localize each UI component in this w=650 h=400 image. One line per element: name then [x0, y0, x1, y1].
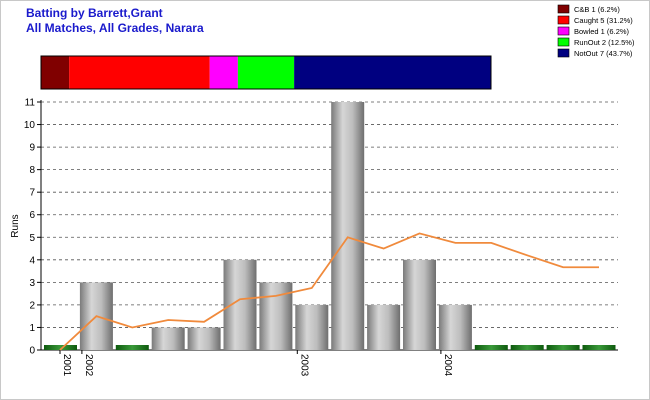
legend-swatch	[557, 4, 570, 14]
legend-swatch	[557, 37, 570, 47]
bar-zero	[510, 345, 544, 350]
bar	[403, 259, 436, 350]
dismissal-segment	[237, 56, 295, 89]
chart-subtitle: All Matches, All Grades, Narara	[26, 21, 204, 35]
bar	[331, 102, 365, 350]
y-tick-label: 11	[25, 98, 36, 109]
bar	[367, 304, 401, 350]
y-tick-label: 3	[29, 278, 35, 289]
bar-zero	[115, 345, 149, 350]
dismissal-segment	[69, 56, 210, 89]
legend-label: Caught 5 (31.2%)	[574, 16, 633, 25]
bar-zero	[546, 345, 580, 350]
y-tick-label: 9	[29, 143, 35, 154]
bar-zero	[474, 345, 508, 350]
bar	[187, 327, 221, 350]
dismissal-segment	[294, 56, 491, 89]
y-tick-label: 2	[29, 300, 35, 311]
average-line	[59, 232, 599, 351]
x-tick-label: 2003	[298, 354, 309, 377]
y-tick-label: 7	[29, 188, 35, 199]
bar	[151, 327, 185, 350]
bar	[295, 304, 329, 350]
x-tick-label: 2004	[442, 354, 453, 377]
y-tick-label: 6	[29, 210, 35, 221]
y-tick-label: 1	[29, 323, 35, 334]
y-tick-label: 10	[24, 120, 36, 131]
legend-label: RunOut 2 (12.5%)	[574, 38, 635, 47]
legend-swatch	[557, 15, 570, 25]
legend-label: C&B 1 (6.2%)	[574, 5, 620, 14]
y-tick-label: 0	[29, 346, 35, 357]
x-tick-label: 2002	[83, 354, 94, 377]
legend-label: Bowled 1 (6.2%)	[574, 27, 630, 36]
dismissal-segment	[209, 56, 238, 89]
bar-zero	[582, 345, 616, 350]
x-tick-label: 2001	[61, 354, 72, 377]
y-tick-label: 4	[29, 255, 35, 266]
y-axis-label: Runs	[10, 214, 21, 237]
y-tick-label: 5	[29, 233, 35, 244]
dismissal-segment	[41, 56, 70, 89]
chart-title: Batting by Barrett,Grant	[26, 6, 163, 20]
legend-label: NotOut 7 (43.7%)	[574, 49, 633, 58]
y-tick-label: 8	[29, 165, 35, 176]
bar	[438, 304, 472, 350]
dismissal-bar-border	[40, 55, 492, 90]
legend-swatch	[557, 26, 570, 36]
bar-zero	[44, 345, 77, 350]
bar	[223, 259, 257, 350]
legend-swatch	[557, 48, 570, 58]
